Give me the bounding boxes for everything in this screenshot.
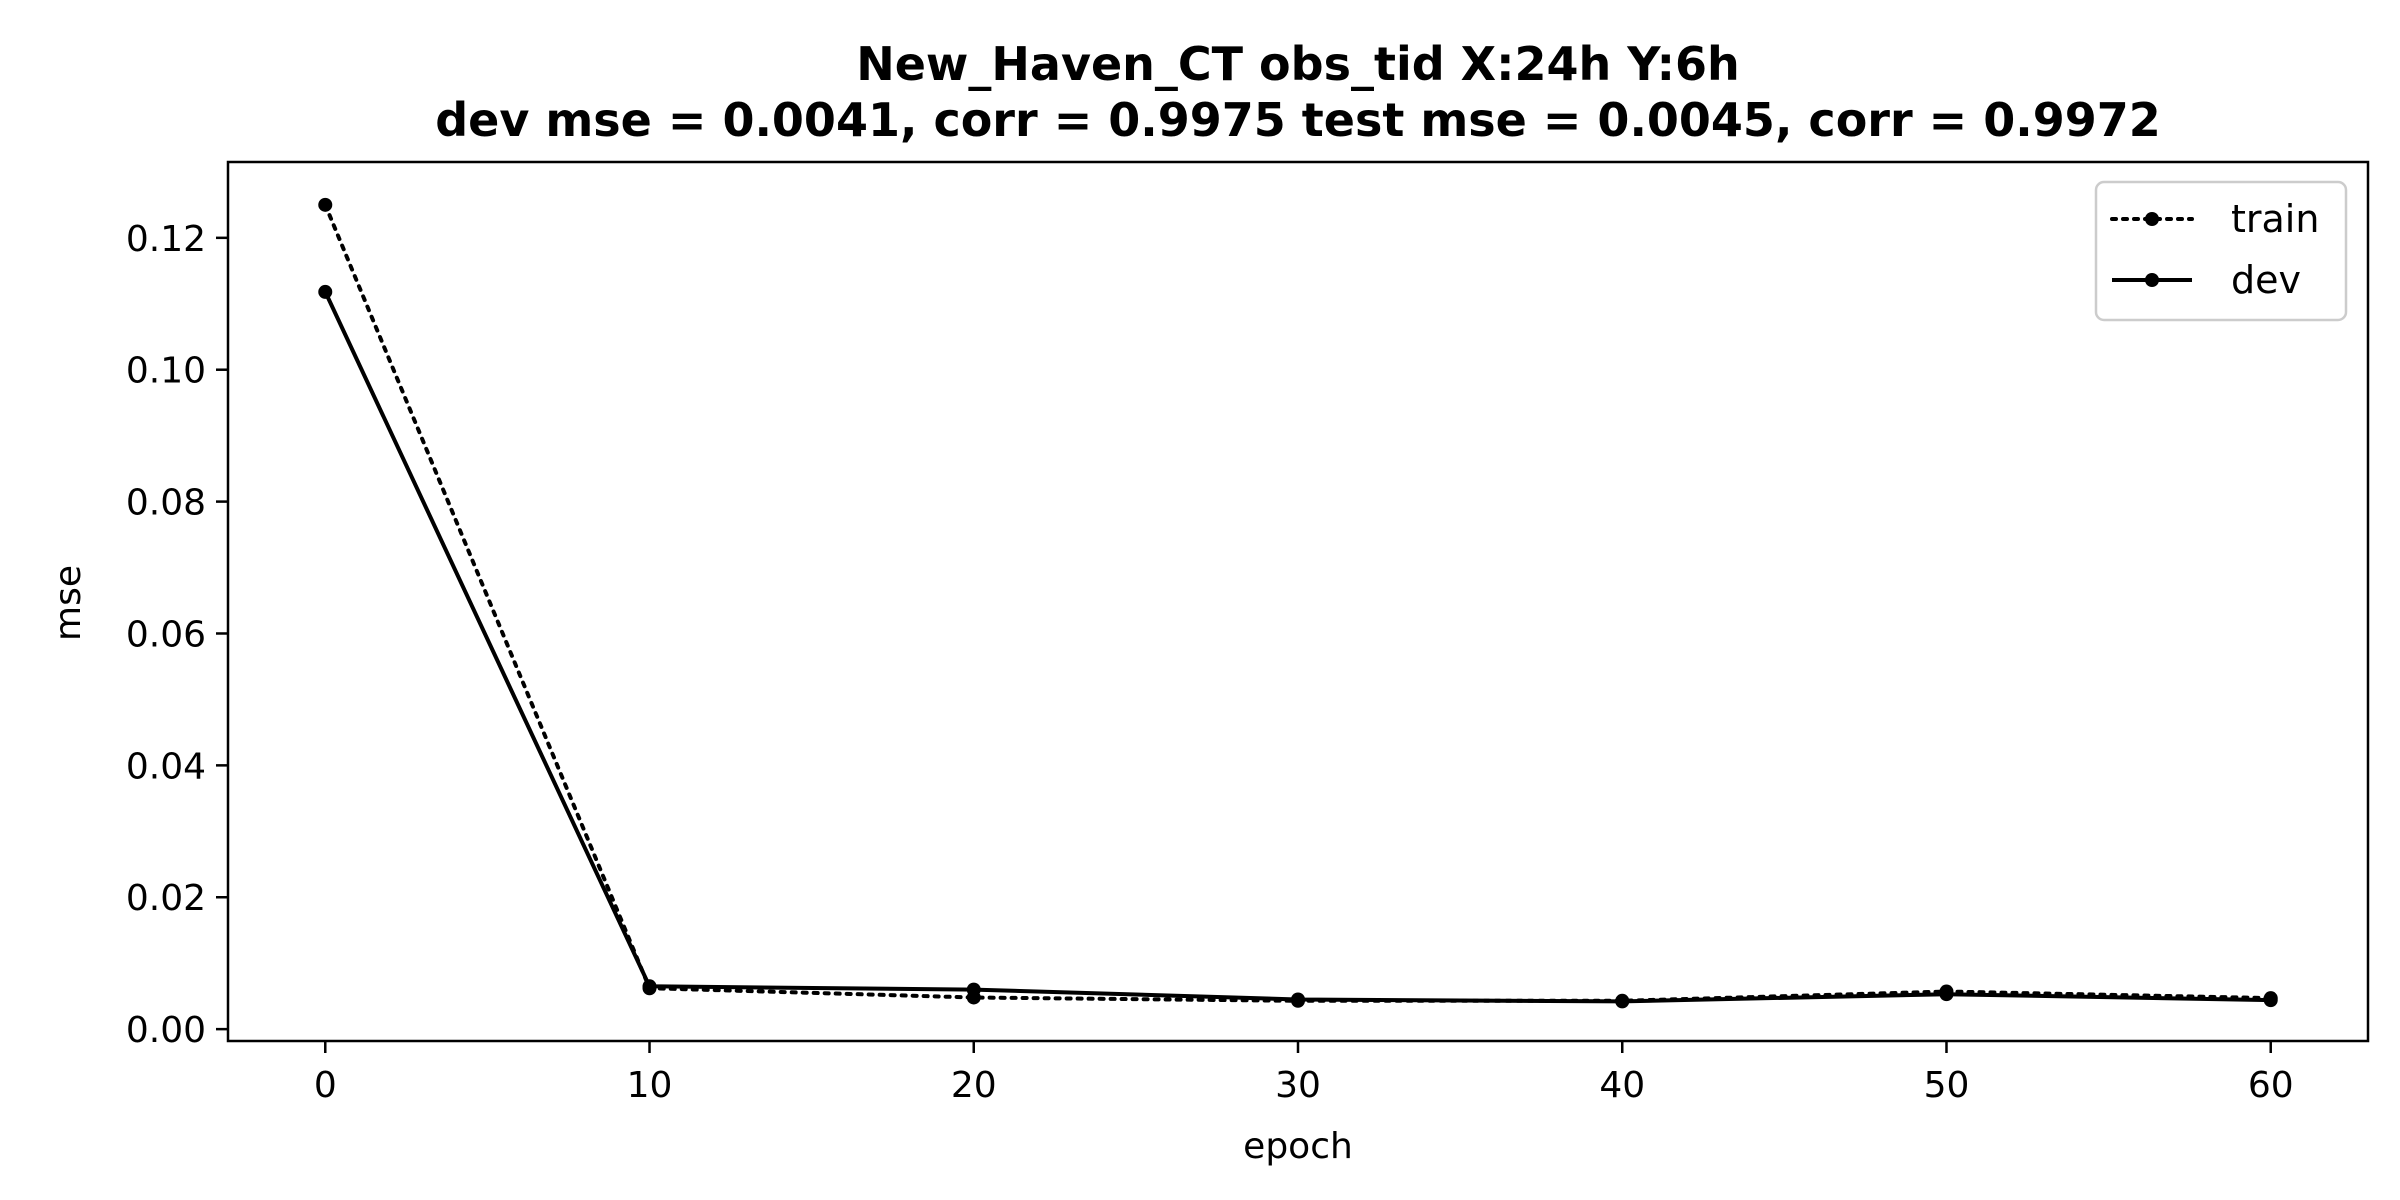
chart-title: New_Haven_CT obs_tid X:24h Y:6h bbox=[856, 37, 1740, 91]
x-tick-label: 30 bbox=[1275, 1065, 1321, 1106]
x-tick-label: 60 bbox=[2248, 1065, 2294, 1106]
data-point-train bbox=[318, 197, 333, 212]
data-point-dev bbox=[318, 284, 333, 299]
y-tick-label: 0.12 bbox=[126, 219, 206, 260]
data-point-dev bbox=[966, 982, 981, 997]
y-tick-label: 0.08 bbox=[126, 483, 206, 524]
legend-dev-marker bbox=[2145, 273, 2159, 287]
y-tick-label: 0.00 bbox=[126, 1010, 206, 1051]
plot-frame bbox=[226, 160, 2370, 1043]
chart-subtitle: dev mse = 0.0041, corr = 0.9975 test mse… bbox=[435, 93, 2161, 147]
legend-dev-label: dev bbox=[2231, 258, 2301, 302]
x-axis-label: epoch bbox=[1243, 1126, 1353, 1167]
y-axis-label: mse bbox=[48, 565, 89, 641]
data-point-dev bbox=[1615, 994, 1630, 1009]
x-tick-label: 10 bbox=[627, 1065, 673, 1106]
data-point-dev bbox=[642, 979, 657, 994]
y-tick-label: 0.06 bbox=[126, 614, 206, 655]
axes: 0 10 20 30 40 50 60 0.00 0.02 0.04 0.06 0.08 0.10 0.1… bbox=[126, 219, 2294, 1106]
y-tick-label: 0.02 bbox=[126, 878, 206, 919]
data-point-dev bbox=[2263, 993, 2278, 1008]
y-tick-label: 0.10 bbox=[126, 351, 206, 392]
data-point-dev bbox=[1939, 987, 1954, 1002]
x-tick-label: 40 bbox=[1599, 1065, 1645, 1106]
data-point-dev bbox=[1291, 992, 1305, 1007]
y-tick-label: 0.04 bbox=[126, 746, 206, 787]
legend-train-label: train bbox=[2231, 197, 2319, 241]
legend: train dev bbox=[2094, 180, 2348, 322]
x-tick-label: 20 bbox=[951, 1065, 997, 1106]
x-tick-label: 0 bbox=[314, 1065, 337, 1106]
x-tick-label: 50 bbox=[1924, 1065, 1970, 1106]
series-layer bbox=[318, 197, 2278, 1009]
legend-train-marker bbox=[2145, 212, 2159, 226]
